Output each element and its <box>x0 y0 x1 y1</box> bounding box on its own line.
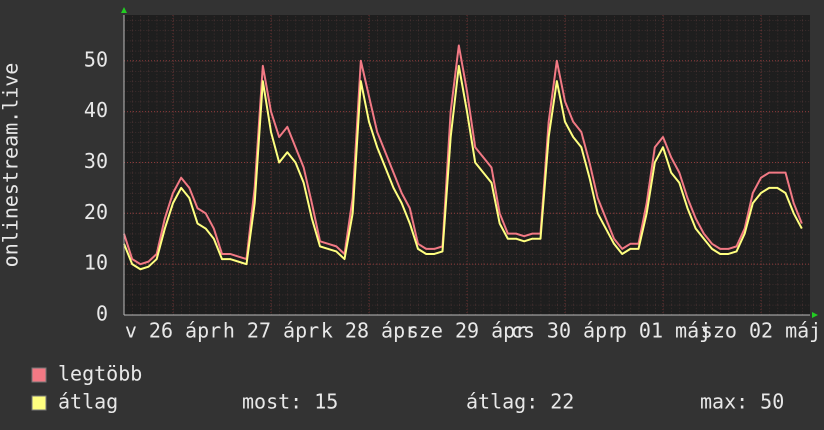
stat-label: max: <box>700 390 748 414</box>
stat-value: 22 <box>550 390 574 414</box>
y-tick-label: 20 <box>84 200 108 224</box>
x-tick-label: sze 29 ápr <box>407 319 527 343</box>
x-tick-label: v 26 ápr <box>125 319 221 343</box>
series-line <box>123 44 803 266</box>
y-axis-arrow <box>121 7 127 13</box>
x-tick-label: h 27 ápr <box>223 319 319 343</box>
lines <box>123 44 803 271</box>
stat-value: 15 <box>314 390 338 414</box>
x-tick-label: k 28 ápr <box>321 319 417 343</box>
y-tick-label: 0 <box>96 302 108 326</box>
x-tick-label: szo 02 máj <box>701 319 821 343</box>
x-tick-label: cs 30 ápr <box>511 319 619 343</box>
stat-label: átlag: <box>466 390 538 414</box>
y-tick-label: 30 <box>84 149 108 173</box>
legend-label: átlag <box>58 390 118 414</box>
series-line <box>123 64 803 271</box>
x-tick-label: p 01 máj <box>615 319 711 343</box>
legend-swatch <box>31 367 47 383</box>
legend-label: legtöbb <box>58 362 142 386</box>
stat-value: 50 <box>760 390 784 414</box>
legend-swatch <box>31 395 47 411</box>
y-tick-label: 10 <box>84 251 108 275</box>
legend: legtöbb átlag most: 15 átlag: 22 max: 50 <box>31 362 784 414</box>
y-axis-label: onlinestream.live <box>0 63 23 268</box>
x-axis-arrow <box>812 312 818 318</box>
y-tick-label: 50 <box>84 47 108 71</box>
y-tick-label: 40 <box>84 98 108 122</box>
grid <box>124 15 810 316</box>
stat-label: most: <box>242 390 302 414</box>
